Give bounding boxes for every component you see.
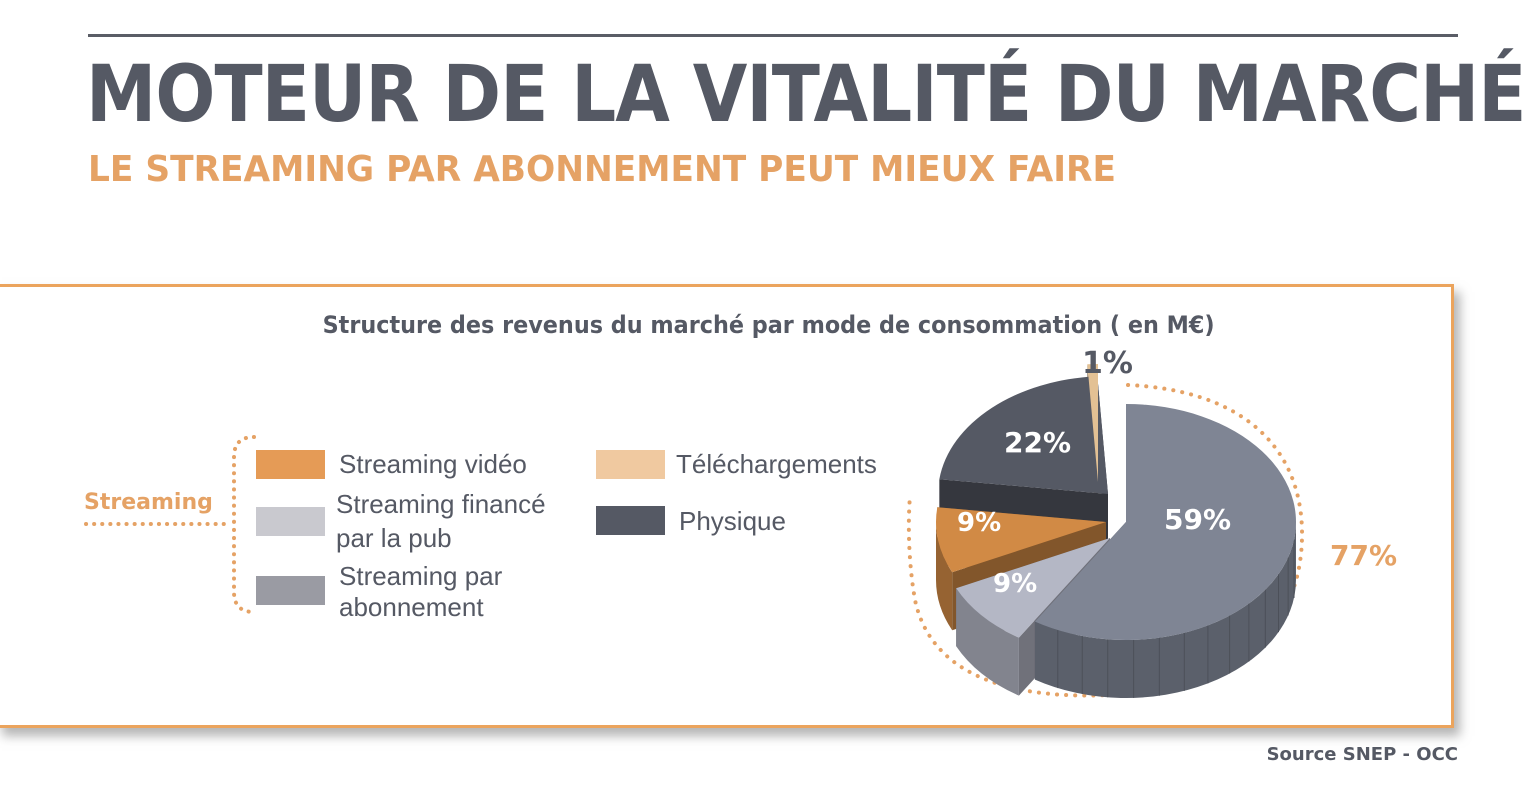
streaming-total-label: 77%	[1330, 539, 1397, 572]
legend-label-streaming-subscription: Streaming par abonnement	[339, 561, 503, 622]
slice-subscription	[1034, 404, 1297, 640]
slice-label-video: 9%	[957, 508, 1001, 538]
streaming-group-label: Streaming	[84, 490, 213, 515]
slice-pub	[956, 538, 1110, 638]
chart-title: Structure des revenus du marché par mode…	[322, 311, 1216, 339]
streaming-bracket	[84, 435, 256, 614]
page-subtitle: LE STREAMING PAR ABONNEMENT PEUT MIEUX F…	[88, 149, 1116, 190]
legend-label-downloads: Téléchargements	[676, 449, 877, 479]
slice-label-physical: 22%	[1004, 426, 1071, 459]
page-title: MOTEUR DE LA VITALITÉ DU MARCHÉ	[86, 50, 1527, 140]
legend-swatch-physical	[596, 506, 665, 535]
legend-swatch-streaming-video	[256, 450, 325, 479]
legend-swatch-streaming-pub	[256, 507, 325, 536]
slice-pub-wall	[956, 588, 1019, 696]
slice-video-wall	[936, 522, 953, 631]
top-rule	[88, 34, 1458, 37]
source-credit: Source SNEP - OCC	[1266, 744, 1458, 765]
slice-subscription-wall	[1034, 522, 1296, 698]
legend-label-streaming-video: Streaming vidéo	[339, 449, 527, 479]
legend-swatch-streaming-subscription	[256, 576, 325, 605]
slice-physical	[939, 376, 1108, 494]
pie-slices	[936, 364, 1297, 698]
legend-label-streaming-pub: Streaming financé par la pub	[336, 489, 546, 553]
slice-label-pub: 9%	[993, 569, 1037, 599]
slice-video	[936, 507, 1106, 573]
legend-label-physical: Physique	[679, 506, 786, 536]
slice-downloads	[1087, 364, 1098, 482]
legend-swatch-downloads	[596, 450, 665, 479]
slice-label-downloads: 1%	[1082, 346, 1133, 381]
slice-label-subscription: 59%	[1164, 503, 1231, 536]
